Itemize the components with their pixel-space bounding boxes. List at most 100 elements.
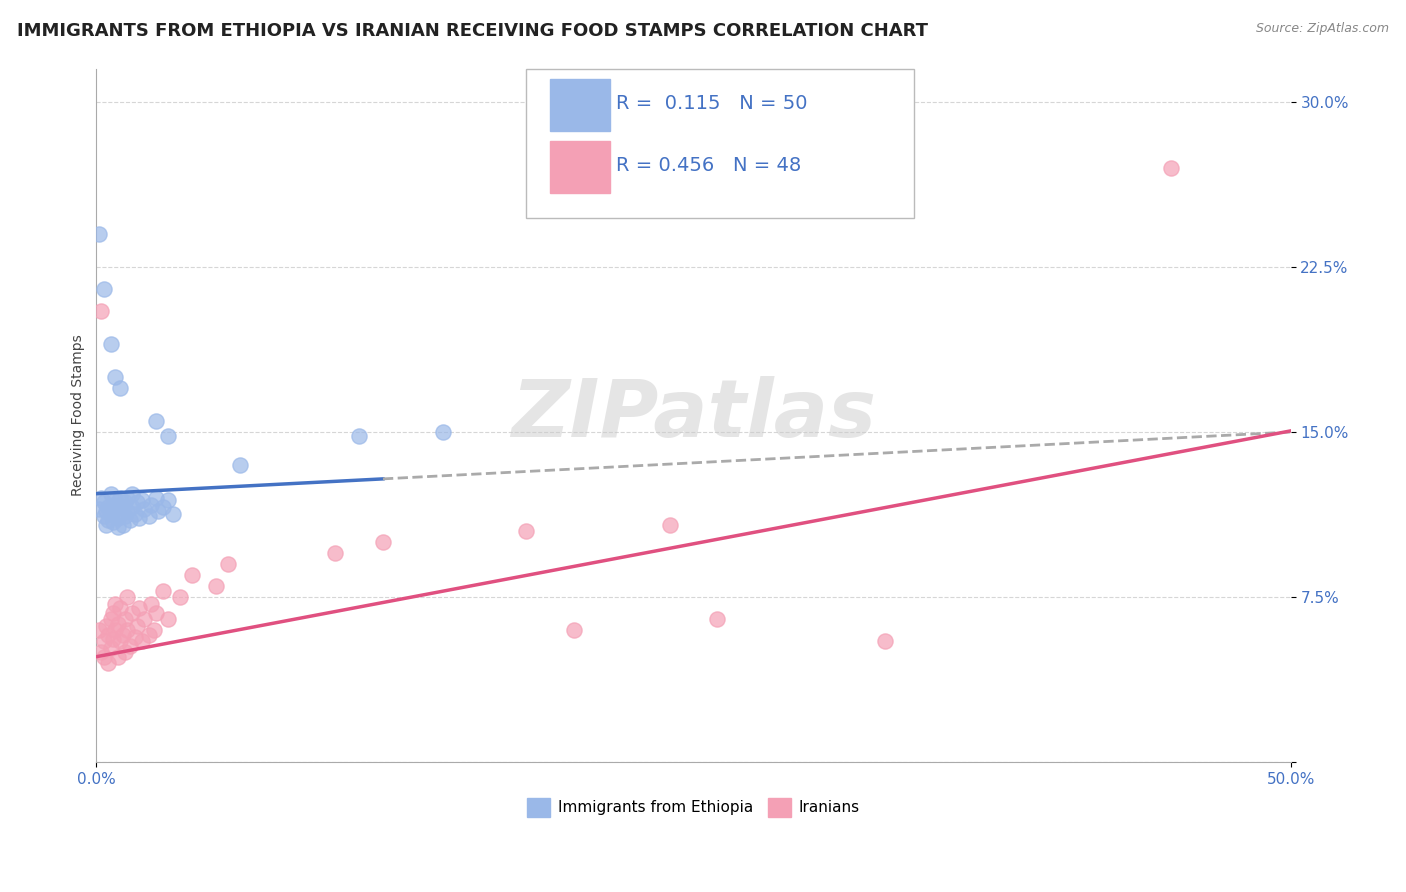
Point bbox=[169, 591, 191, 605]
Point bbox=[138, 628, 160, 642]
Point bbox=[124, 507, 146, 521]
Y-axis label: Receiving Food Stamps: Receiving Food Stamps bbox=[72, 334, 86, 496]
Point bbox=[131, 493, 153, 508]
Point bbox=[94, 517, 117, 532]
Point bbox=[141, 498, 163, 512]
Point bbox=[104, 493, 127, 508]
Point bbox=[104, 502, 127, 516]
Point bbox=[371, 535, 394, 549]
Point bbox=[110, 491, 132, 505]
Point bbox=[101, 632, 124, 646]
Point bbox=[110, 634, 132, 648]
Point bbox=[101, 516, 124, 530]
Point bbox=[142, 624, 165, 638]
Legend: Immigrants from Ethiopia, Iranians: Immigrants from Ethiopia, Iranians bbox=[519, 790, 868, 824]
Point bbox=[90, 491, 112, 505]
Point bbox=[658, 517, 681, 532]
Point bbox=[97, 513, 120, 527]
Point bbox=[104, 624, 127, 638]
Text: IMMIGRANTS FROM ETHIOPIA VS IRANIAN RECEIVING FOOD STAMPS CORRELATION CHART: IMMIGRANTS FROM ETHIOPIA VS IRANIAN RECE… bbox=[17, 22, 928, 40]
Point bbox=[100, 640, 122, 655]
Point bbox=[118, 639, 141, 653]
Point bbox=[124, 630, 146, 644]
Point bbox=[562, 624, 585, 638]
Point bbox=[134, 502, 156, 516]
Point bbox=[90, 303, 112, 318]
FancyBboxPatch shape bbox=[550, 141, 610, 194]
Point bbox=[104, 370, 127, 384]
Point bbox=[93, 282, 115, 296]
Text: R = 0.456   N = 48: R = 0.456 N = 48 bbox=[616, 156, 801, 175]
Point bbox=[111, 628, 134, 642]
Point bbox=[117, 591, 139, 605]
Point bbox=[121, 500, 143, 514]
Point bbox=[100, 337, 122, 351]
Point bbox=[706, 612, 728, 626]
Point bbox=[114, 645, 136, 659]
Point bbox=[114, 612, 136, 626]
Point bbox=[180, 568, 202, 582]
Point bbox=[87, 227, 110, 241]
Text: Source: ZipAtlas.com: Source: ZipAtlas.com bbox=[1256, 22, 1389, 36]
Point bbox=[104, 597, 127, 611]
Point bbox=[100, 507, 122, 521]
FancyBboxPatch shape bbox=[526, 69, 914, 218]
Point bbox=[323, 546, 346, 560]
Point bbox=[162, 507, 184, 521]
Point bbox=[217, 557, 239, 571]
Point bbox=[93, 634, 115, 648]
Point bbox=[110, 507, 132, 521]
Point bbox=[347, 429, 370, 443]
Point bbox=[152, 583, 174, 598]
Point bbox=[93, 495, 115, 509]
Text: R =  0.115   N = 50: R = 0.115 N = 50 bbox=[616, 94, 807, 112]
Point bbox=[117, 491, 139, 505]
Point bbox=[97, 628, 120, 642]
Point bbox=[101, 498, 124, 512]
Point bbox=[117, 504, 139, 518]
Point bbox=[128, 601, 150, 615]
Point bbox=[131, 634, 153, 648]
Point bbox=[97, 500, 120, 514]
Point bbox=[107, 511, 129, 525]
Point bbox=[128, 511, 150, 525]
Point bbox=[100, 612, 122, 626]
Point bbox=[121, 486, 143, 500]
Point bbox=[111, 517, 134, 532]
Point bbox=[1160, 161, 1182, 175]
Point bbox=[204, 579, 226, 593]
Point bbox=[111, 500, 134, 514]
Point bbox=[114, 495, 136, 509]
Point bbox=[87, 624, 110, 638]
Point bbox=[107, 616, 129, 631]
Point bbox=[138, 508, 160, 523]
Point bbox=[145, 606, 167, 620]
Point bbox=[145, 414, 167, 428]
Point bbox=[94, 619, 117, 633]
Point bbox=[141, 597, 163, 611]
Point bbox=[93, 508, 115, 523]
Point bbox=[117, 624, 139, 638]
Point bbox=[145, 491, 167, 505]
Point bbox=[515, 524, 537, 538]
Point bbox=[125, 619, 148, 633]
Point bbox=[93, 649, 115, 664]
Point bbox=[110, 601, 132, 615]
Point bbox=[107, 519, 129, 533]
Point bbox=[100, 486, 122, 500]
Point bbox=[118, 513, 141, 527]
Point bbox=[432, 425, 454, 439]
Point bbox=[90, 645, 112, 659]
Point bbox=[121, 606, 143, 620]
Point bbox=[107, 649, 129, 664]
Point bbox=[134, 612, 156, 626]
FancyBboxPatch shape bbox=[550, 78, 610, 131]
Point bbox=[156, 429, 179, 443]
Point bbox=[156, 612, 179, 626]
Point bbox=[94, 504, 117, 518]
Point bbox=[125, 495, 148, 509]
Point bbox=[156, 493, 179, 508]
Point bbox=[101, 606, 124, 620]
Point bbox=[152, 500, 174, 514]
Point bbox=[97, 657, 120, 671]
